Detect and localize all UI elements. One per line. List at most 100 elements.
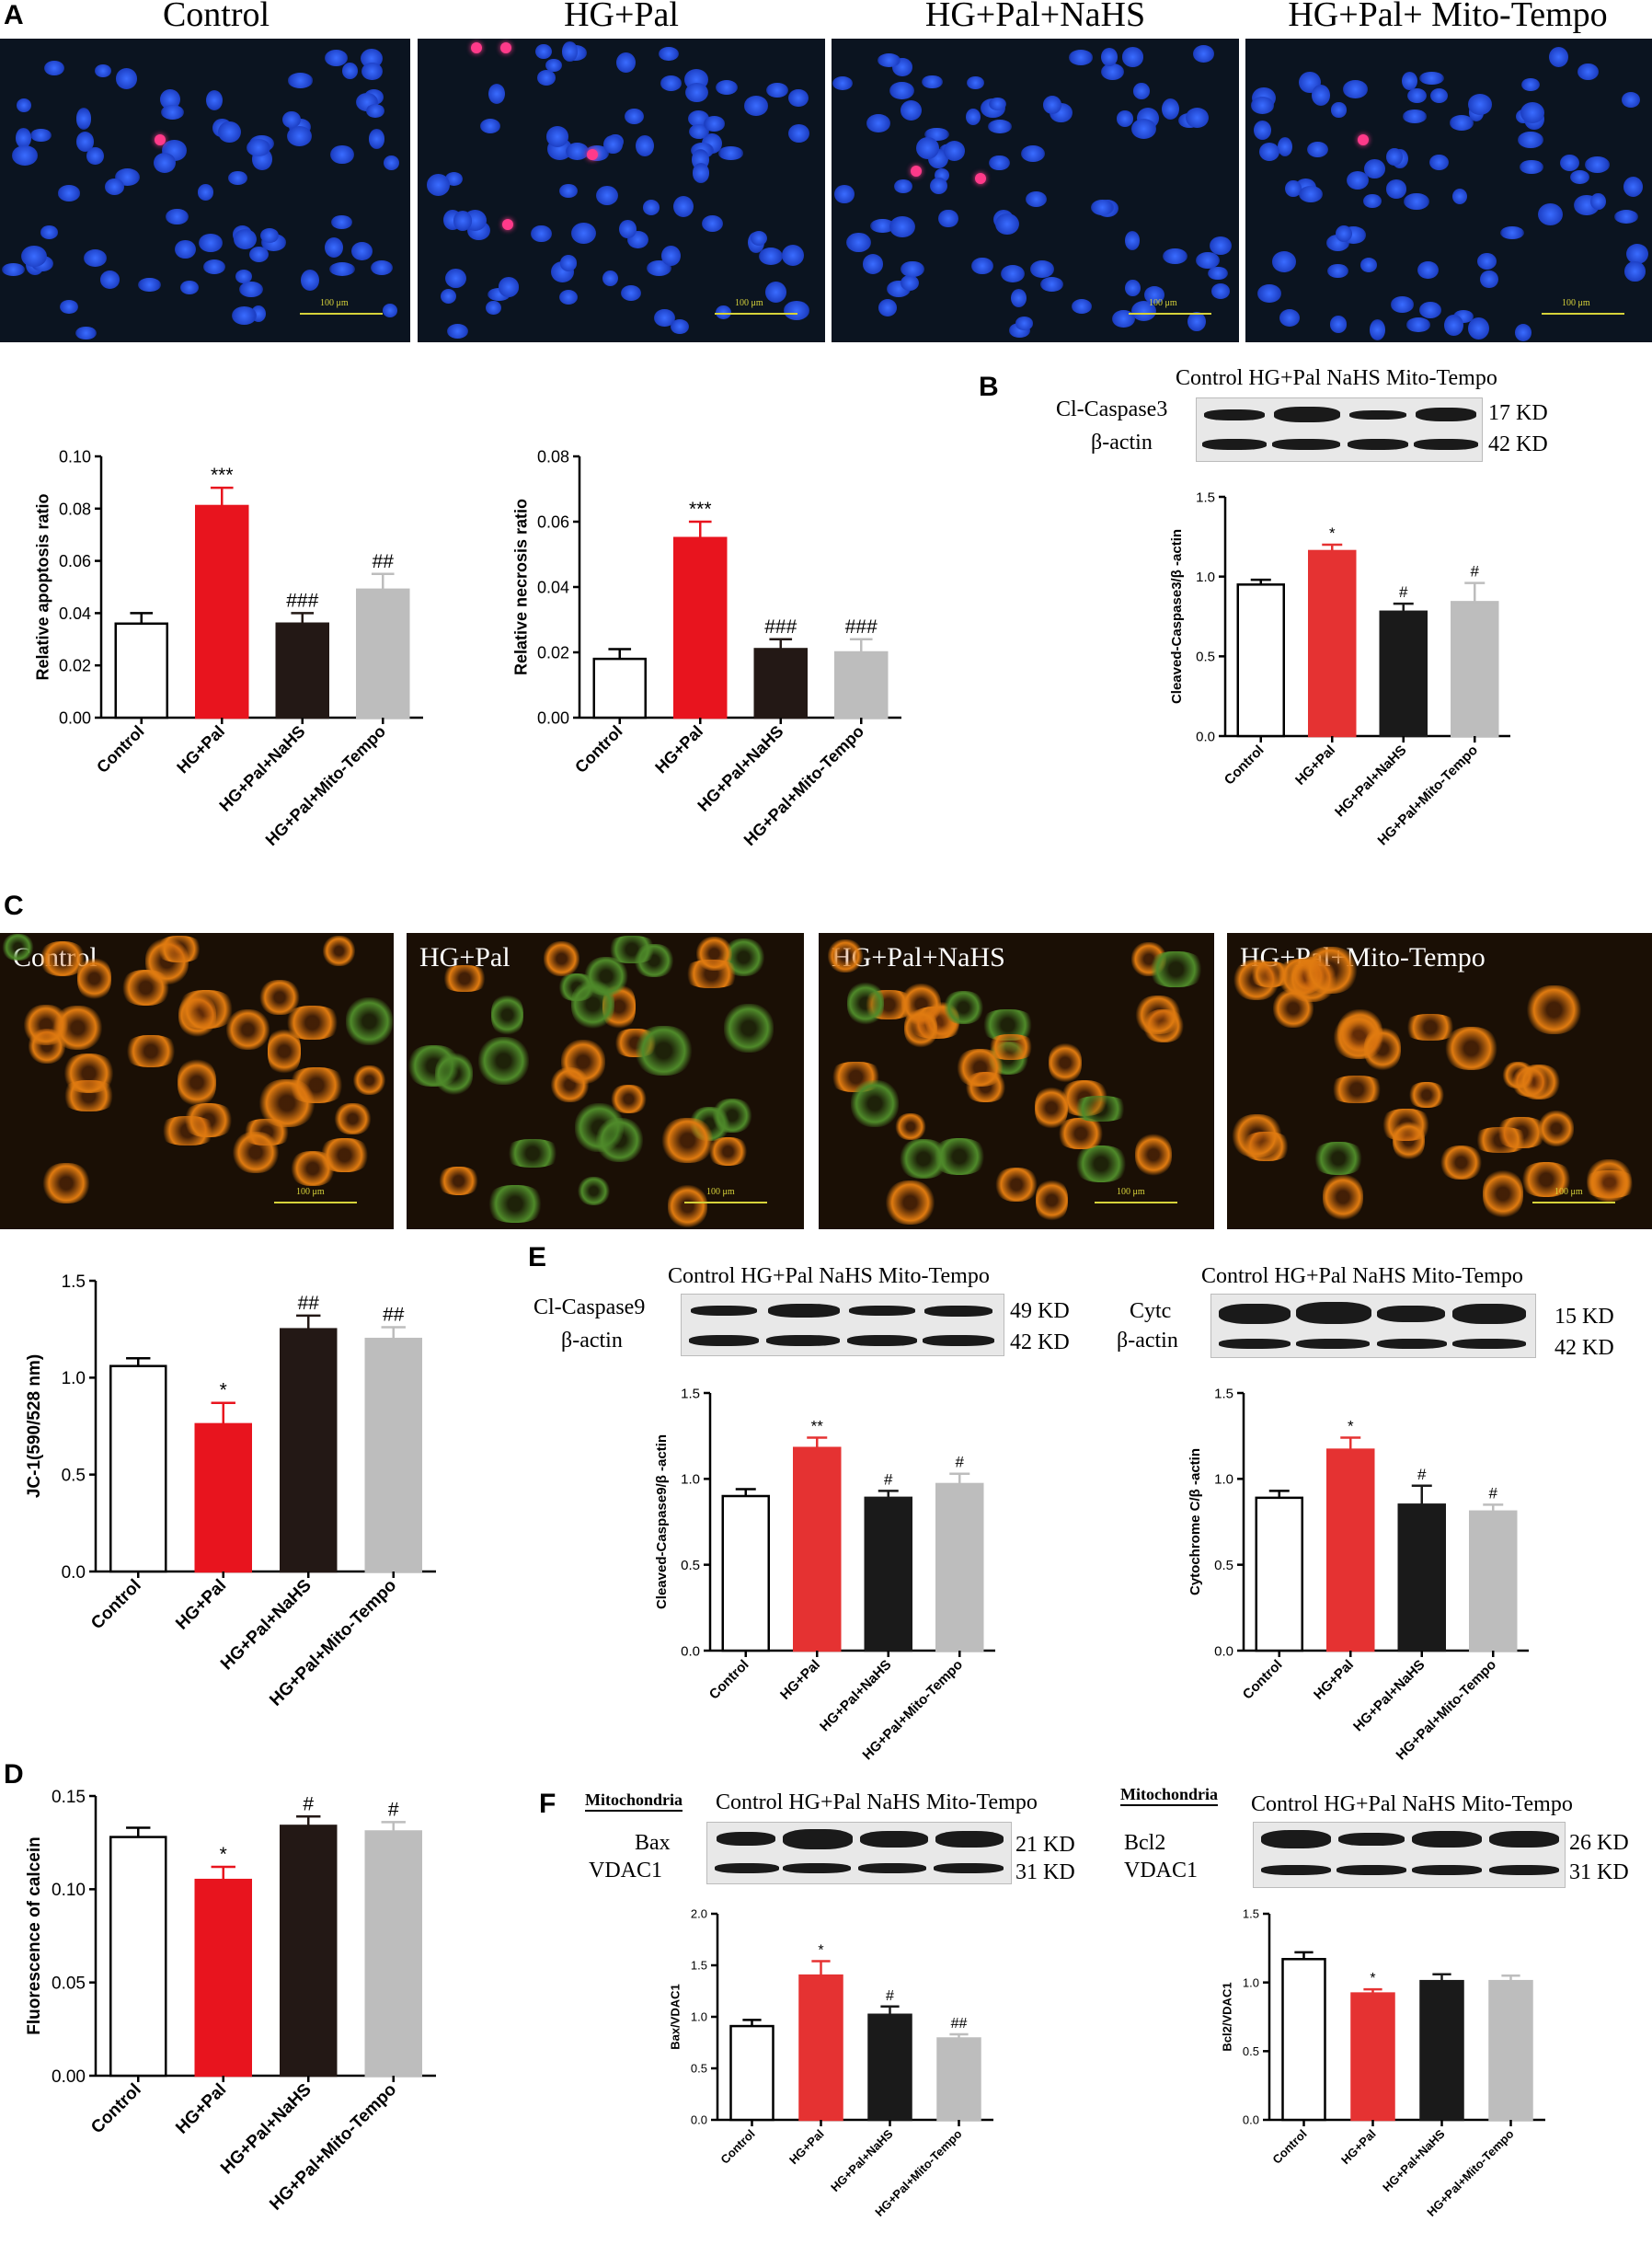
blot-e2-row-2: β-actin (1117, 1329, 1178, 1353)
calcein-bar-1 (109, 1836, 167, 2078)
caspase3-x-tick-label: HG+Pal (1292, 743, 1338, 789)
micrograph-c-nahs: HG+Pal+NaHS 100 μm (819, 933, 1214, 1229)
blot-f2-kd-2: 31 KD (1569, 1860, 1629, 1884)
blot-e1-row-2: β-actin (561, 1329, 623, 1353)
blot-f2-header: Mitochondria (1120, 1785, 1218, 1806)
cytc-bar-3 (1397, 1503, 1446, 1652)
blot-f2-row-1: Bcl2 (1124, 1831, 1166, 1855)
bax-bar-1 (729, 2024, 774, 2122)
blot-f1-header: Mitochondria (585, 1790, 683, 1812)
apoptosis-y-tick-label: 0.04 (59, 604, 91, 623)
necrosis-bar-4 (834, 650, 889, 720)
cytc-bar-2 (1326, 1448, 1375, 1652)
jc1-annotation: ## (298, 1293, 320, 1314)
panel-b-label: B (979, 372, 999, 402)
micrograph-c-control: Control 100 μm (0, 933, 394, 1229)
calcein-annotation: # (388, 1799, 399, 1820)
bax-annotation: ## (951, 2016, 968, 2032)
caspase3-annotation: * (1329, 524, 1336, 542)
blot-e1-row-1: Cl-Caspase9 (533, 1295, 646, 1319)
calcein-bar-3 (280, 1825, 338, 2078)
caspase9-chart: 0.0 0.5 1.0 1.5 Cleaved-Caspase9/β -actin Con… (654, 1386, 995, 1763)
necrosis-x-tick-label: HG+Pal+NaHS (694, 722, 786, 815)
caspase9-bar-4 (935, 1482, 984, 1652)
cytc-x-tick-label: Control (1240, 1657, 1286, 1703)
bcl2-bar-3 (1419, 1979, 1464, 2122)
apoptosis-y-axis-label: Relative apoptosis ratio (33, 493, 52, 680)
necrosis-bar-3 (753, 648, 808, 720)
necrosis-annotation: ### (845, 616, 878, 638)
bcl2-bar-2 (1350, 1992, 1395, 2122)
necrosis-y-tick-label: 0.02 (537, 643, 569, 662)
caspase9-x-tick-label: Control (706, 1657, 752, 1703)
necrosis-y-tick-label: 0.08 (537, 447, 569, 466)
caspase9-bar-3 (864, 1496, 912, 1652)
apoptosis-y-tick-label: 0.00 (59, 708, 91, 727)
bcl2-y-tick-label: 0.0 (1243, 2113, 1259, 2127)
bax-y-tick-label: 2.0 (691, 1907, 707, 1921)
blot-e2-lanes: Control HG+Pal NaHS Mito-Tempo (1201, 1264, 1523, 1288)
caspase3-x-tick-label: Control (1222, 743, 1268, 789)
calcein-y-tick-label: 0.00 (52, 2067, 86, 2087)
necrosis-y-axis-label: Relative necrosis ratio (511, 499, 530, 675)
blot-e1-lanes: Control HG+Pal NaHS Mito-Tempo (668, 1264, 990, 1288)
apoptosis-annotation: ## (373, 551, 395, 572)
blot-f1-kd-2: 31 KD (1015, 1860, 1075, 1884)
apoptosis-y-tick-label: 0.06 (59, 552, 91, 570)
bcl2-bar-4 (1488, 1979, 1533, 2122)
micrograph-a-hgpal: 100 μm (418, 39, 825, 342)
jc1-bar-2 (194, 1422, 252, 1573)
caspase3-bar-3 (1379, 610, 1428, 738)
bcl2-y-tick-label: 1.0 (1243, 1975, 1259, 1989)
necrosis-x-tick-label: Control (571, 722, 625, 777)
calcein-x-tick-label: HG+Pal+NaHS (217, 2080, 315, 2179)
cytc-y-tick-label: 0.0 (1214, 1643, 1233, 1659)
blot-b-row-1: Cl-Caspase3 (1056, 397, 1168, 421)
panel-a-label: A (4, 0, 24, 30)
bcl2-x-tick-label: Control (1269, 2127, 1309, 2167)
necrosis-y-tick-label: 0.06 (537, 512, 569, 531)
jc1-x-tick-label: Control (87, 1576, 145, 1634)
bcl2-chart: 0.0 0.5 1.0 1.5 Bcl2/VDAC1 Control * HG+Pal HG+P… (1220, 1907, 1545, 2219)
blot-b-lanes: Control HG+Pal NaHS Mito-Tempo (1176, 366, 1497, 390)
cytc-chart: 0.0 0.5 1.0 1.5 Cytochrome C/β -actin Control… (1187, 1386, 1529, 1763)
bcl2-y-axis-label: Bcl2/VDAC1 (1220, 1982, 1233, 2051)
caspase9-annotation: ** (811, 1418, 824, 1435)
bax-x-tick-label: Control (717, 2127, 757, 2167)
bax-y-tick-label: 1.5 (691, 1959, 707, 1973)
caspase3-annotation: # (1471, 563, 1480, 581)
calcein-x-tick-label: Control (87, 2080, 145, 2138)
caspase9-y-tick-label: 0.5 (681, 1558, 700, 1573)
apoptosis-annotation: *** (211, 465, 234, 486)
blot-f2-lanes: Control HG+Pal NaHS Mito-Tempo (1251, 1792, 1573, 1816)
jc1-bar-3 (280, 1328, 338, 1573)
panel-a-title-4: HG+Pal+ Mito-Tempo (1288, 0, 1608, 34)
calcein-annotation: * (220, 1844, 227, 1865)
necrosis-annotation: *** (689, 499, 712, 520)
necrosis-bar-1 (592, 657, 647, 720)
bax-chart: 0.0 0.5 1.0 1.5 2.0 Bax/VDAC1 Control * HG+Pal # H… (668, 1907, 993, 2219)
caspase9-bar-1 (721, 1494, 770, 1652)
micrograph-c-hgpal: HG+Pal 100 μm (407, 933, 804, 1229)
bcl2-annotation: * (1370, 1971, 1375, 1986)
bcl2-bar-1 (1281, 1958, 1326, 2122)
cytc-x-tick-label: HG+Pal (1311, 1657, 1357, 1703)
blot-f1-kd-1: 21 KD (1015, 1833, 1075, 1857)
blot-e1-kd-1: 49 KD (1010, 1299, 1070, 1323)
caspase9-annotation: # (956, 1454, 965, 1471)
panel-c-label: C (4, 891, 24, 921)
cytc-x-tick-label: HG+Pal+NaHS (1350, 1657, 1428, 1735)
caspase9-y-tick-label: 0.0 (681, 1643, 700, 1659)
caspase3-y-tick-label: 1.0 (1196, 570, 1215, 585)
jc1-chart: 0.0 0.5 1.0 1.5 JC-1(590/528 nm) Control * HG+P… (25, 1272, 436, 1710)
necrosis-chart: 0.00 0.02 0.04 0.06 0.08 Relative necrosis ra… (511, 447, 901, 849)
apoptosis-bar-1 (114, 622, 168, 720)
caspase9-y-tick-label: 1.5 (681, 1386, 700, 1401)
cytc-y-tick-label: 0.5 (1214, 1558, 1233, 1573)
necrosis-bar-2 (673, 536, 728, 720)
blot-f2-image (1253, 1822, 1566, 1888)
jc1-y-axis-label: JC-1(590/528 nm) (25, 1354, 44, 1498)
caspase3-y-tick-label: 0.0 (1196, 729, 1215, 744)
micrograph-a-nahs: 100 μm (832, 39, 1239, 342)
caspase9-x-tick-label: HG+Pal (777, 1657, 823, 1703)
